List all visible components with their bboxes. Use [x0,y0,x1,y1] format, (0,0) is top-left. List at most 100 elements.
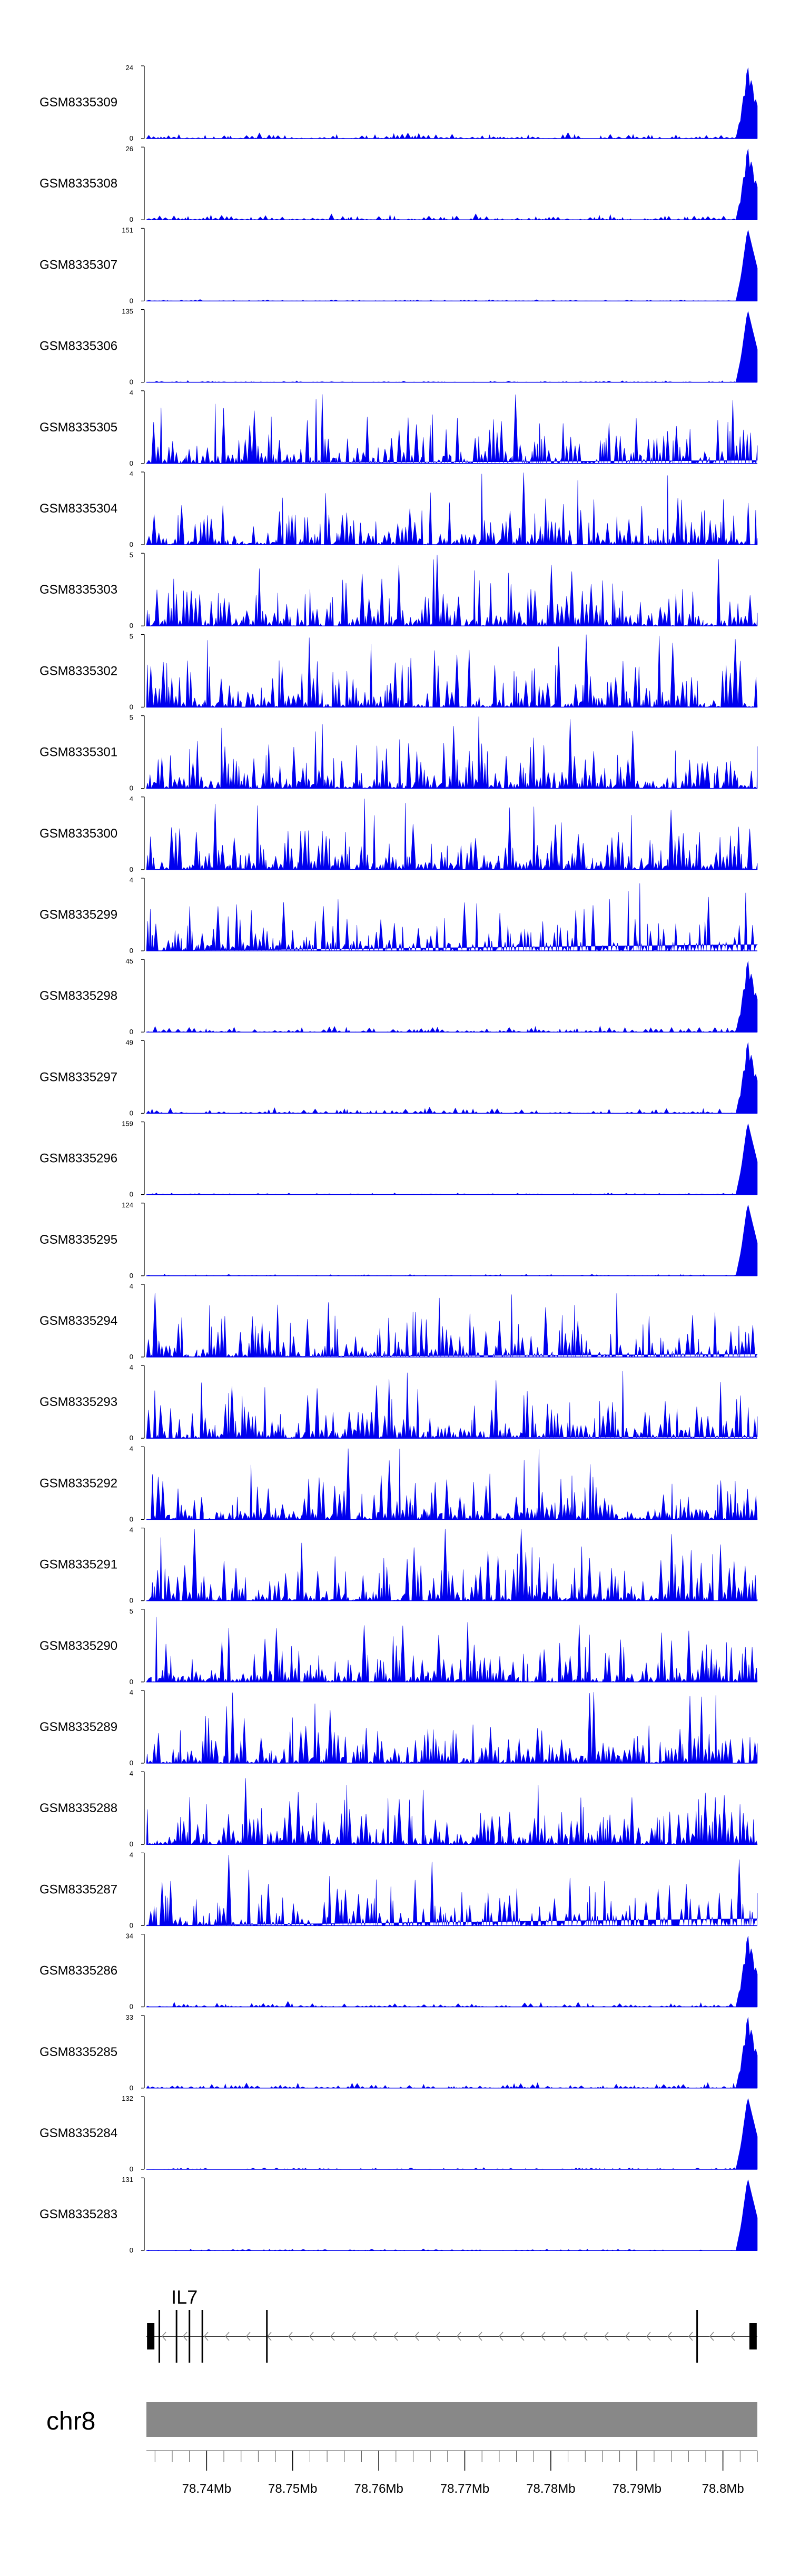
x-tick-label: 78.74Mb [182,2482,231,2496]
track-ymax-label: 4 [130,1444,133,1452]
gene-exon [175,2310,177,2363]
strand-arrow [351,2332,356,2341]
track-signal [146,2179,758,2251]
track-ymin-label: 0 [130,1191,133,1198]
track-ymin-label: 0 [130,947,133,955]
track-GSM8335283: GSM8335283 131 0 [39,2176,758,2254]
track-signal [146,1692,758,1764]
track-signal [146,961,758,1033]
track-signal [146,634,758,708]
strand-arrow [541,2332,546,2341]
track-ymax-label: 24 [126,64,133,72]
track-label: GSM8335295 [39,1233,117,1247]
track-ymin-label: 0 [130,1353,133,1361]
track-GSM8335293: GSM8335293 4 0 [39,1363,758,1442]
strand-arrow [604,2332,609,2341]
track-ymax-label: 132 [122,2095,133,2102]
track-GSM8335306: GSM8335306 135 0 [39,308,758,386]
track-ymin-label: 0 [130,540,133,548]
track-ymax-label: 159 [122,1120,133,1128]
track-label: GSM8335290 [39,1639,117,1653]
x-tick-label: 78.8Mb [702,2482,744,2496]
strand-arrow [478,2332,482,2341]
track-label: GSM8335299 [39,908,117,922]
track-signal [146,2017,758,2089]
track-ymax-label: 4 [130,1688,133,1696]
track-label: GSM8335296 [39,1152,117,1166]
track-label: GSM8335301 [39,745,117,760]
track-GSM8335301: GSM8335301 5 0 [39,714,758,792]
track-signal [146,1371,758,1439]
strand-arrow [372,2332,377,2341]
track-signal [146,883,758,952]
track-ymin-label: 0 [130,378,133,386]
track-signal [146,149,758,220]
track-ymax-label: 135 [122,308,133,316]
track-GSM8335296: GSM8335296 159 0 [39,1120,758,1198]
x-tick-label: 78.78Mb [526,2482,575,2496]
track-GSM8335288: GSM8335288 4 0 [39,1769,758,1848]
x-tick-label: 78.75Mb [268,2482,317,2496]
strand-arrow [667,2332,672,2341]
signal-tracks: GSM8335309 24 0 GSM8335308 26 0 GSM8335307 151 0… [39,64,758,2254]
track-GSM8335300: GSM8335300 4 0 [39,795,758,873]
x-tick-label: 78.79Mb [613,2482,661,2496]
strand-arrow [183,2332,187,2341]
track-ymin-label: 0 [130,215,133,223]
strand-arrow [583,2332,588,2341]
track-GSM8335303: GSM8335303 5 0 [39,551,758,630]
strand-arrow [330,2332,335,2341]
track-signal [146,1124,758,1195]
strand-arrow [414,2332,419,2341]
track-GSM8335302: GSM8335302 5 0 [39,632,758,711]
strand-arrow [162,2332,166,2341]
track-label: GSM8335305 [39,420,117,435]
track-signal [146,230,758,302]
strand-arrow [709,2332,714,2341]
track-label: GSM8335285 [39,2045,117,2059]
track-signal [146,1617,758,1683]
track-ymin-label: 0 [130,297,133,304]
track-ymin-label: 0 [130,1434,133,1442]
track-ymin-label: 0 [130,2084,133,2092]
strand-arrow [288,2332,293,2341]
track-ymin-label: 0 [130,134,133,142]
chromosome-track: chr8 [46,2402,757,2437]
track-ymin-label: 0 [130,2246,133,2254]
track-ymax-label: 4 [130,1769,133,1777]
x-tick-label: 78.77Mb [440,2482,489,2496]
track-ymax-label: 5 [130,1607,133,1615]
track-label: GSM8335298 [39,989,117,1003]
track-label: GSM8335297 [39,1070,117,1084]
track-GSM8335287: GSM8335287 4 0 [39,1851,758,1929]
track-ymax-label: 45 [126,957,133,965]
track-signal [146,1854,758,1926]
track-GSM8335291: GSM8335291 4 0 [39,1526,758,1605]
track-label: GSM8335308 [39,176,117,191]
track-GSM8335298: GSM8335298 45 0 [39,957,758,1036]
track-ymin-label: 0 [130,866,133,873]
track-signal [146,1042,758,1114]
track-ymin-label: 0 [130,459,133,467]
track-GSM8335299: GSM8335299 4 0 [39,876,758,955]
track-ymin-label: 0 [130,622,133,630]
strand-arrow [688,2332,693,2341]
track-ymin-label: 0 [130,703,133,711]
track-label: GSM8335306 [39,339,117,353]
strand-arrow [393,2332,398,2341]
track-GSM8335307: GSM8335307 151 0 [39,226,758,304]
track-label: GSM8335294 [39,1314,117,1328]
track-label: GSM8335303 [39,583,117,597]
track-signal [146,1778,758,1845]
track-label: GSM8335307 [39,258,117,272]
track-ymax-label: 33 [126,2013,133,2021]
track-label: GSM8335292 [39,1476,117,1490]
track-label: GSM8335304 [39,502,117,516]
track-signal [146,394,758,464]
strand-arrow [225,2332,230,2341]
track-label: GSM8335289 [39,1720,117,1734]
strand-arrow [457,2332,461,2341]
strand-arrow [646,2332,651,2341]
track-signal [146,716,758,789]
